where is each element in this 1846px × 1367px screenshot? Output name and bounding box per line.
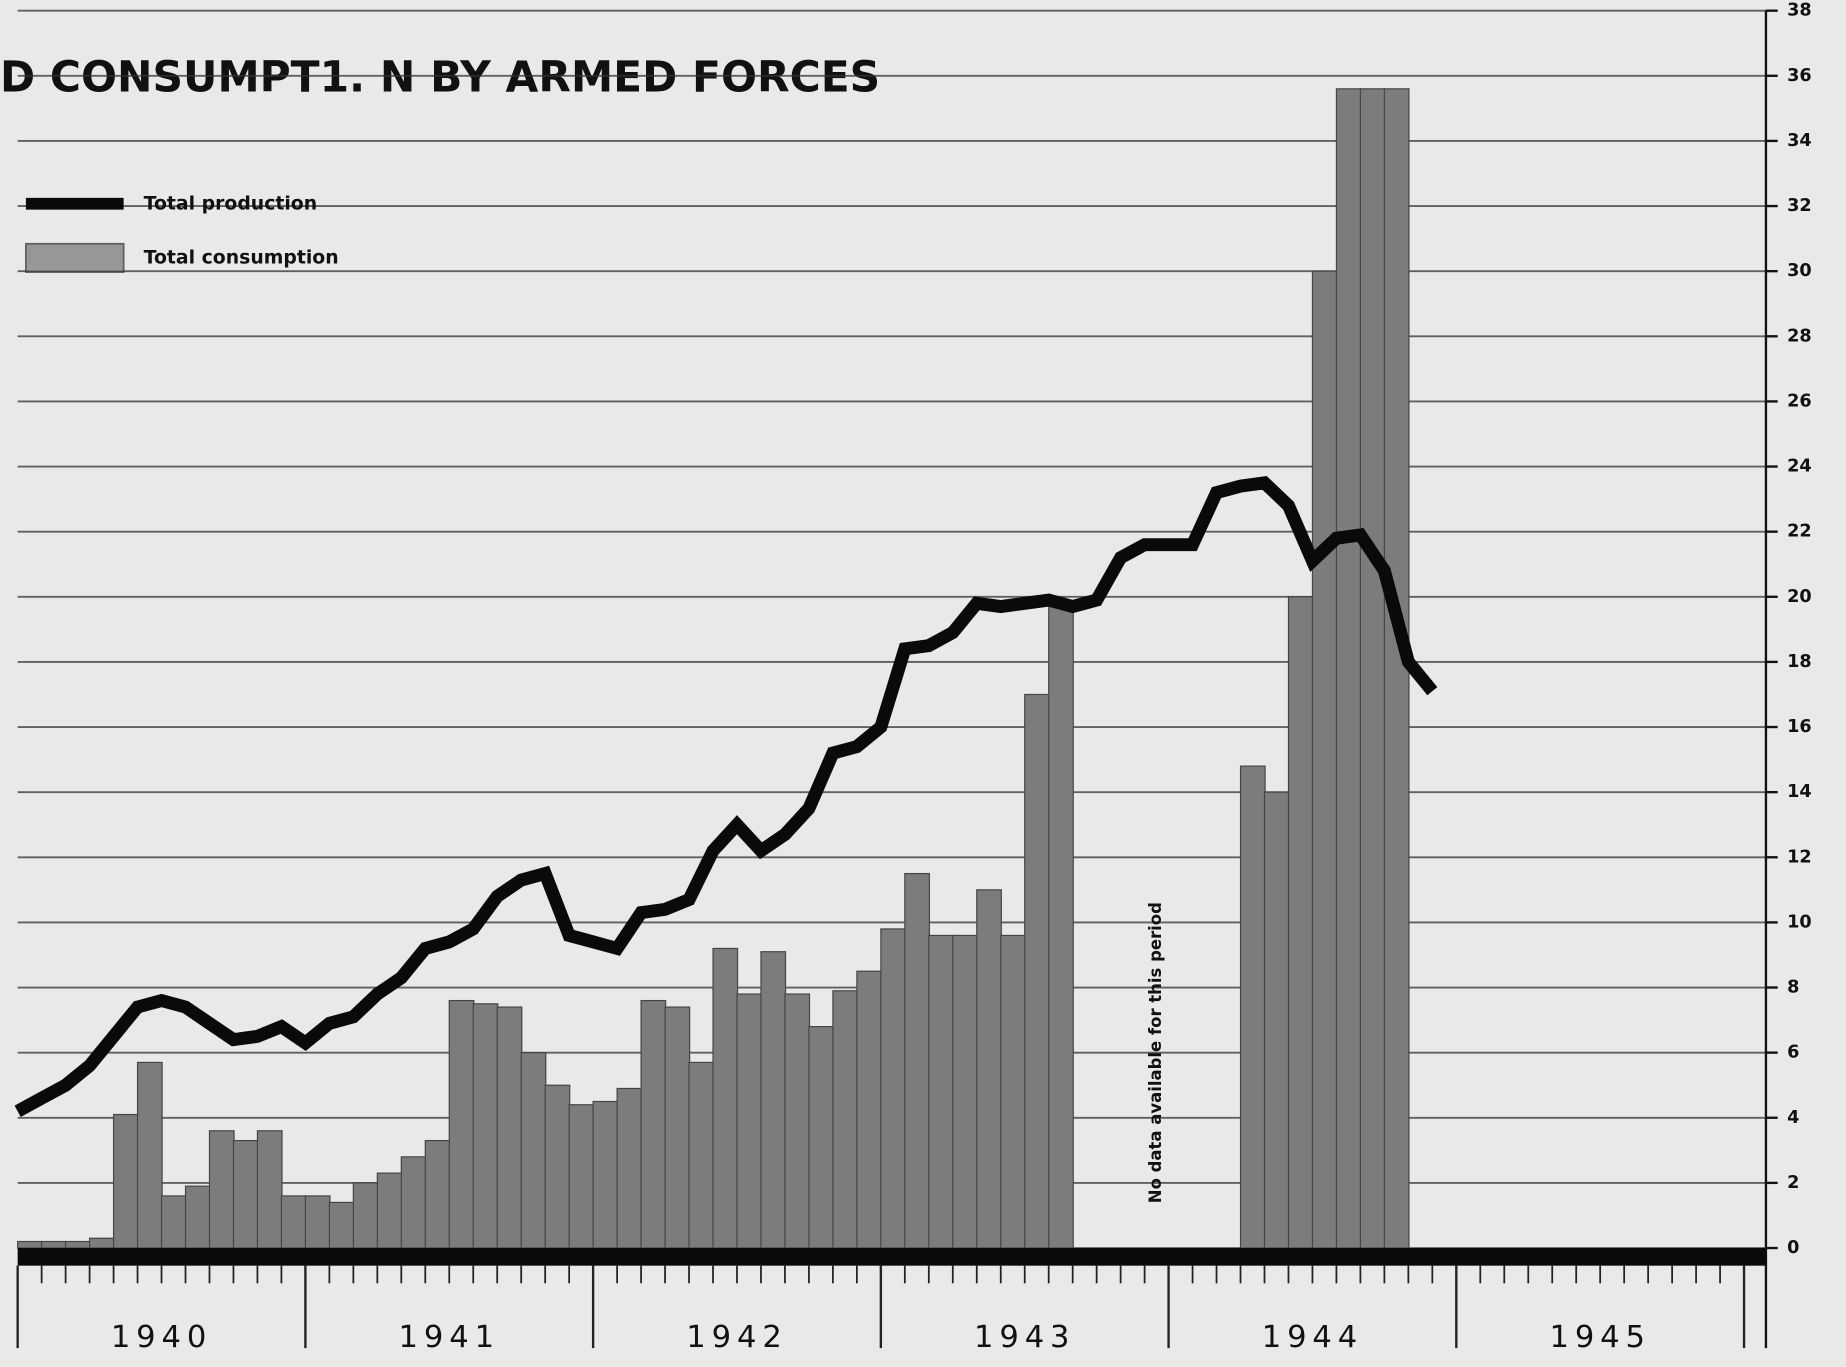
bar — [856, 970, 883, 1249]
bar — [712, 947, 739, 1249]
bar — [400, 1156, 427, 1249]
bar — [688, 1061, 715, 1249]
y-tick-label: 8 — [1787, 978, 1799, 998]
bar — [952, 934, 978, 1249]
legend-line — [25, 197, 124, 210]
bar — [1000, 934, 1026, 1249]
bar — [136, 1061, 163, 1249]
bar — [640, 999, 667, 1249]
bar — [112, 1113, 139, 1249]
x-axis — [17, 1248, 1766, 1266]
legend-label: Total consumption — [144, 247, 339, 268]
bar — [808, 1026, 835, 1249]
bar — [880, 928, 907, 1249]
bar — [1335, 88, 1362, 1249]
y-tick-label: 38 — [1787, 1, 1812, 21]
bar — [1359, 88, 1386, 1249]
y-tick-label: 12 — [1787, 847, 1812, 867]
bar — [304, 1195, 331, 1249]
bar — [760, 951, 787, 1249]
bar — [160, 1195, 187, 1249]
bar — [41, 1240, 67, 1249]
bar — [65, 1240, 91, 1249]
bar — [1239, 765, 1266, 1249]
y-tick-label: 16 — [1787, 717, 1812, 737]
y-tick-label: 26 — [1787, 391, 1812, 411]
bar — [904, 872, 930, 1249]
bar — [424, 1139, 451, 1249]
x-tick-label: 1944 — [1262, 1320, 1363, 1355]
annotation: No data available for this period — [1146, 902, 1165, 1203]
bar — [568, 1104, 595, 1249]
y-tick-label: 22 — [1787, 522, 1812, 542]
bar — [1048, 602, 1074, 1249]
bar — [208, 1130, 235, 1249]
bar — [1263, 791, 1290, 1249]
bar — [592, 1100, 619, 1249]
y-tick-label: 32 — [1787, 196, 1812, 216]
bar — [520, 1052, 547, 1249]
x-tick-label: 1943 — [974, 1320, 1075, 1355]
bar — [1311, 270, 1338, 1249]
x-tick-label: 1942 — [686, 1320, 787, 1355]
bar — [448, 999, 475, 1249]
y-tick-label: 0 — [1787, 1238, 1799, 1258]
bar — [832, 990, 859, 1249]
bar — [616, 1087, 643, 1249]
bar — [352, 1182, 379, 1249]
bar — [472, 1003, 499, 1249]
y-tick-label: 24 — [1787, 457, 1812, 477]
bar — [784, 993, 811, 1249]
x-tick-label: 1941 — [399, 1320, 500, 1355]
y-tick-label: 14 — [1787, 782, 1812, 802]
y-tick-label: 10 — [1787, 912, 1812, 932]
y-tick-label: 2 — [1787, 1173, 1799, 1193]
bar — [89, 1237, 115, 1249]
bar — [544, 1084, 571, 1249]
bar — [328, 1201, 355, 1249]
x-tick-label: 1940 — [111, 1320, 212, 1355]
bar — [17, 1240, 43, 1249]
y-tick-label: 36 — [1787, 66, 1812, 86]
line — [14, 475, 1438, 1117]
y-tick-label: 28 — [1787, 326, 1812, 346]
bar — [184, 1185, 211, 1249]
y-tick-label: 18 — [1787, 652, 1812, 672]
bar — [976, 889, 1002, 1249]
bar — [1024, 693, 1050, 1249]
x-tick-label: 1945 — [1549, 1320, 1650, 1355]
bar — [280, 1195, 307, 1249]
chart-title: D CONSUMPT1. N BY ARMED FORCES — [0, 53, 880, 102]
bar — [256, 1130, 283, 1249]
bar — [496, 1006, 523, 1249]
bar — [376, 1172, 403, 1249]
bar — [736, 993, 763, 1249]
y-tick-label: 6 — [1787, 1043, 1799, 1063]
bar — [1287, 596, 1314, 1249]
legend-label: Total production — [144, 193, 318, 214]
legend-swatch — [25, 242, 125, 273]
bar — [928, 934, 954, 1249]
y-tick-label: 34 — [1787, 131, 1812, 151]
bar — [232, 1139, 259, 1249]
y-tick-label: 30 — [1787, 261, 1812, 281]
y-tick-label: 20 — [1787, 587, 1812, 607]
bar — [664, 1006, 691, 1249]
y-tick-label: 4 — [1787, 1108, 1799, 1128]
bar — [1383, 88, 1410, 1249]
